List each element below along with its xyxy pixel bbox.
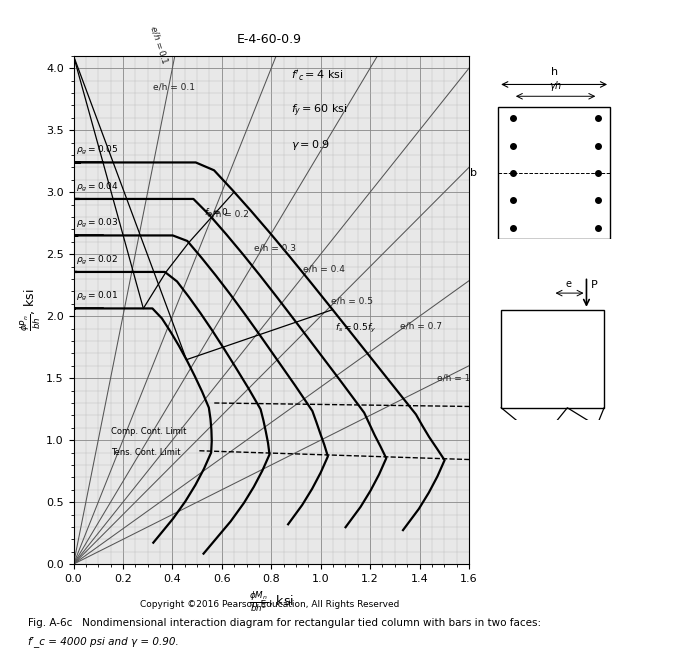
Y-axis label: $\frac{\phi P_n}{bh}$, ksi: $\frac{\phi P_n}{bh}$, ksi — [19, 289, 43, 331]
Text: e/h = 0.4: e/h = 0.4 — [303, 264, 345, 274]
Text: $e/h = 0.1$: $e/h = 0.1$ — [148, 24, 171, 66]
Text: b: b — [470, 168, 477, 178]
Text: $f_y = 60$ ksi: $f_y = 60$ ksi — [291, 103, 347, 119]
Text: $\gamma h$: $\gamma h$ — [549, 79, 562, 93]
Bar — [498, 106, 610, 239]
Text: $f'_c = 4$ ksi: $f'_c = 4$ ksi — [291, 68, 344, 83]
Text: $f_s = 0.5f_y$: $f_s = 0.5f_y$ — [335, 322, 376, 335]
Text: $\rho_g = 0.04$: $\rho_g = 0.04$ — [76, 181, 118, 194]
Text: E-4-60-0.9: E-4-60-0.9 — [237, 33, 302, 46]
Text: e/h = 0.3: e/h = 0.3 — [254, 243, 296, 253]
X-axis label: $\frac{\phi M_n}{bh^2}$, ksi: $\frac{\phi M_n}{bh^2}$, ksi — [248, 590, 294, 614]
Text: e/h = 0.2: e/h = 0.2 — [207, 210, 249, 219]
Text: e/h = 0.5: e/h = 0.5 — [330, 297, 372, 306]
Text: $\rho_g = 0.05$: $\rho_g = 0.05$ — [76, 144, 118, 157]
Text: Comp. Cont. Limit: Comp. Cont. Limit — [111, 427, 186, 436]
Text: e: e — [566, 279, 572, 289]
Text: Copyright ©2016 Pearson Education, All Rights Reserved: Copyright ©2016 Pearson Education, All R… — [140, 600, 399, 609]
Text: e/h = 0.7: e/h = 0.7 — [400, 321, 442, 331]
Text: h: h — [551, 67, 558, 77]
Text: $\rho_g = 0.02$: $\rho_g = 0.02$ — [76, 254, 118, 267]
Text: $\gamma = 0.9$: $\gamma = 0.9$ — [291, 138, 330, 152]
Text: $\rho_g = 0.03$: $\rho_g = 0.03$ — [76, 217, 118, 230]
Text: $\rho_g = 0.01$: $\rho_g = 0.01$ — [76, 291, 118, 304]
Text: Tens. Cont. Limit: Tens. Cont. Limit — [111, 448, 180, 457]
Text: P: P — [591, 279, 598, 289]
Bar — [501, 310, 604, 408]
Text: $f_s = 0$: $f_s = 0$ — [204, 207, 229, 219]
Text: Fig. A-6c   Nondimensional interaction diagram for rectangular tied column with : Fig. A-6c Nondimensional interaction dia… — [28, 618, 541, 628]
Text: f′_c = 4000 psi and γ = 0.90.: f′_c = 4000 psi and γ = 0.90. — [28, 636, 178, 647]
Text: e/h = 1: e/h = 1 — [437, 374, 470, 382]
Text: e/h = 0.1: e/h = 0.1 — [153, 82, 195, 91]
